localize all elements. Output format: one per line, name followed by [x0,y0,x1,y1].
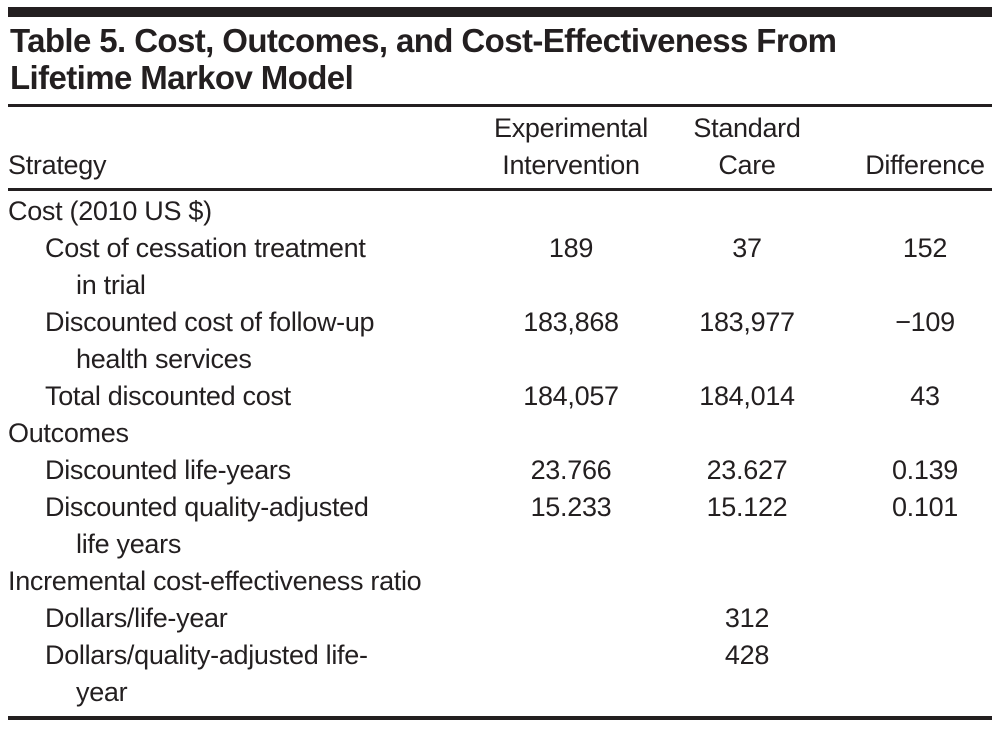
row-label: Discounted life-years [45,455,291,485]
cost-effectiveness-table: Strategy Experimental Intervention Stand… [8,107,992,188]
cell-difference [838,563,992,600]
cell-difference: 152 [902,233,948,263]
row-label: Cost (2010 US $) [8,196,212,226]
cell-difference [838,637,992,711]
row-label: Outcomes [8,418,129,448]
cell-standard: 183,977 [699,307,795,337]
table-row-dollars-per-qaly: Dollars/quality-adjusted life- year 428 [8,637,992,711]
cell-standard: 23.627 [706,455,788,485]
table-row-cessation-treatment: Cost of cessation treatment in trial 189… [8,230,992,304]
cell-experimental [486,191,656,230]
table-row-cost-section: Cost (2010 US $) [8,191,992,230]
cell-standard [656,191,838,230]
cell-experimental: 23.766 [530,455,612,485]
cell-experimental [486,637,656,711]
row-label: Discounted quality-adjusted life years [45,492,369,559]
cell-difference: 0.139 [891,455,959,485]
column-header-standard-care: Standard Care [693,113,801,180]
table-row-icer-section: Incremental cost-effectiveness ratio [8,563,992,600]
table-row-dollars-per-life-year: Dollars/life-year 312 [8,600,992,637]
cell-standard: 184,014 [699,381,795,411]
cell-difference [838,600,992,637]
cell-experimental: 189 [548,233,594,263]
table-body: Cost (2010 US $) Cost of cessation treat… [8,191,992,711]
cell-standard [656,563,838,600]
cell-difference [838,415,992,452]
cell-experimental [486,563,656,600]
cell-standard: 15.122 [706,492,788,522]
cell-experimental: 183,868 [523,307,619,337]
column-header-experimental-intervention: Experimental Intervention [494,113,648,180]
cell-experimental: 184,057 [523,381,619,411]
table-row-discounted-qaly: Discounted quality-adjusted life years 1… [8,489,992,563]
cell-standard: 428 [724,640,770,670]
cell-standard [656,415,838,452]
cell-standard: 37 [732,233,762,263]
header-row: Strategy Experimental Intervention Stand… [8,107,992,188]
cell-standard: 312 [724,603,770,633]
table-row-followup-cost: Discounted cost of follow-up health serv… [8,304,992,378]
table-header: Strategy Experimental Intervention Stand… [8,107,992,188]
row-label: Dollars/quality-adjusted life- year [45,640,368,707]
row-label: Total discounted cost [45,381,291,411]
cell-difference [838,191,992,230]
bottom-divider [8,716,992,720]
table-top-bar [8,7,992,17]
title-divider [8,104,992,107]
column-header-strategy: Strategy [8,150,107,180]
table-body-grid: Cost (2010 US $) Cost of cessation treat… [8,191,992,711]
column-header-difference: Difference [865,150,985,180]
row-label: Discounted cost of follow-up health serv… [45,307,375,374]
header-divider [8,188,992,191]
table-row-outcomes-section: Outcomes [8,415,992,452]
cell-difference: −109 [895,307,955,337]
table-row-discounted-life-years: Discounted life-years 23.766 23.627 0.13… [8,452,992,489]
cell-difference: 0.101 [891,492,959,522]
cell-difference: 43 [910,381,940,411]
row-label: Cost of cessation treatment in trial [45,233,366,300]
row-label: Incremental cost-effectiveness ratio [8,566,422,596]
table-row-total-discounted-cost: Total discounted cost 184,057 184,014 43 [8,378,992,415]
cell-experimental [486,415,656,452]
cell-experimental [486,600,656,637]
table-title: Table 5. Cost, Outcomes, and Cost-Effect… [10,22,837,96]
cell-experimental: 15.233 [530,492,612,522]
row-label: Dollars/life-year [45,603,228,633]
